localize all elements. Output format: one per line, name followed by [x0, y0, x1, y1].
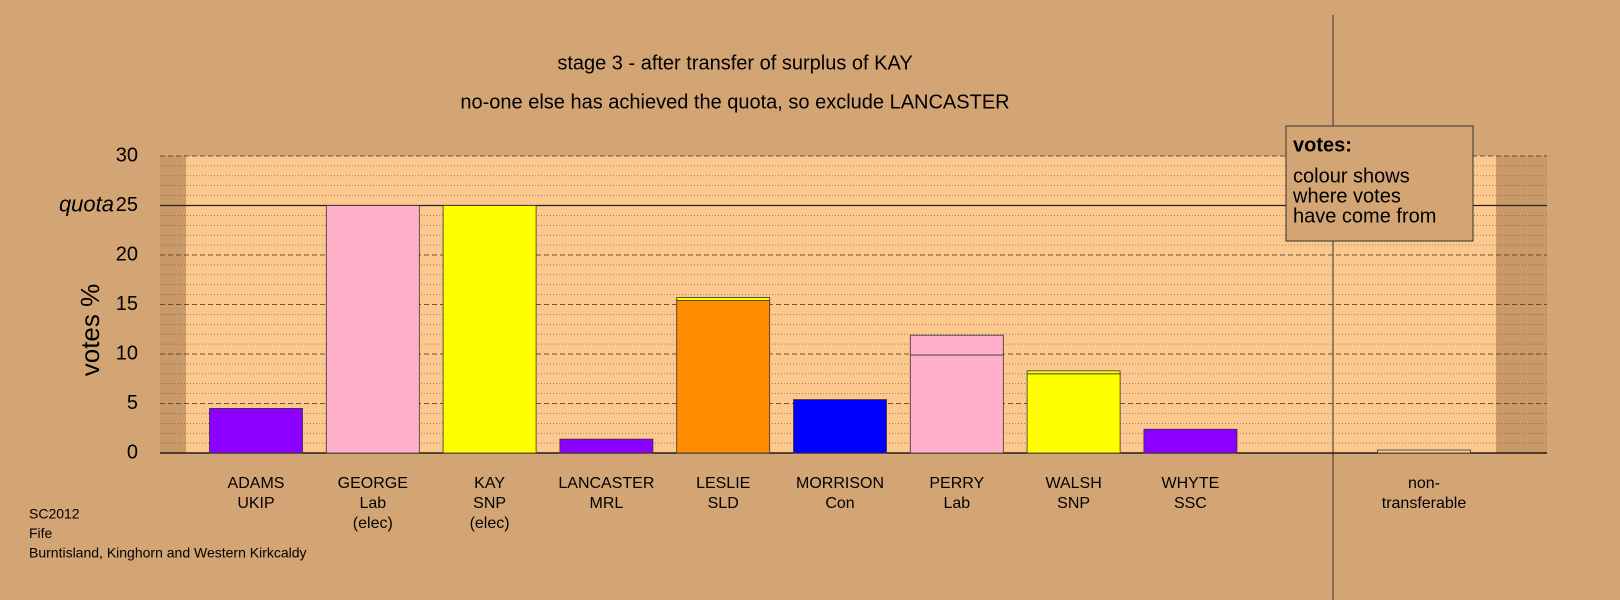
bar-segment	[676, 297, 771, 301]
x-tick-label: MRL	[590, 495, 624, 512]
x-tick-label: LESLIE	[696, 475, 750, 492]
bar-segment	[676, 300, 771, 454]
x-tick-label: Con	[825, 495, 854, 512]
bar-segment	[559, 438, 654, 454]
bar-segment	[325, 205, 420, 454]
x-tick-label: WALSH	[1045, 475, 1101, 492]
bar-segment	[909, 334, 1004, 356]
footer-line: SC2012	[29, 506, 80, 522]
y-tick-label: 20	[116, 243, 138, 265]
x-tick-label: ADAMS	[228, 475, 285, 492]
x-tick-label: SNP	[1057, 495, 1090, 512]
x-tick-label: (elec)	[470, 515, 510, 532]
x-tick-label: SSC	[1174, 495, 1207, 512]
bar-segment	[1377, 449, 1471, 454]
bar-segment	[442, 205, 537, 454]
note-title: votes:	[1293, 134, 1352, 156]
x-tick-label: transferable	[1382, 495, 1467, 512]
x-tick-label: non-	[1408, 475, 1440, 492]
bar-segment	[793, 399, 887, 454]
note-line: colour shows	[1293, 165, 1410, 187]
bar-segment	[1026, 370, 1121, 375]
footer-line: Fife	[29, 525, 53, 541]
footer-line: Burntisland, Kinghorn and Western Kirkca…	[29, 545, 307, 561]
bar-segment	[909, 354, 1004, 454]
bar-segment	[209, 408, 303, 454]
chart-title: stage 3 - after transfer of surplus of K…	[557, 52, 912, 74]
note-line: where votes	[1292, 185, 1401, 207]
x-tick-label: UKIP	[237, 495, 274, 512]
y-tick-label: 5	[127, 392, 138, 414]
y-axis-label: votes %	[75, 284, 105, 377]
y-tick-label: 10	[116, 342, 138, 364]
x-tick-label: Lab	[943, 495, 970, 512]
note-line: have come from	[1293, 205, 1436, 227]
note-box	[1285, 125, 1474, 242]
x-tick-label: Lab	[359, 495, 386, 512]
bar-segment	[1026, 373, 1121, 454]
bar-segment	[1143, 428, 1238, 454]
y-tick-label: 30	[116, 144, 138, 166]
x-tick-label: LANCASTER	[558, 475, 654, 492]
y-tick-label: 15	[116, 293, 138, 315]
x-tick-label: (elec)	[353, 515, 393, 532]
x-tick-label: WHYTE	[1162, 475, 1220, 492]
x-tick-label: MORRISON	[796, 475, 884, 492]
x-tick-label: SLD	[708, 495, 739, 512]
y-tick-label: 0	[127, 441, 138, 463]
y-tick-label: 25	[116, 194, 138, 216]
x-tick-label: PERRY	[929, 475, 984, 492]
chart-subtitle: no-one else has achieved the quota, so e…	[460, 91, 1009, 113]
x-tick-label: KAY	[474, 475, 505, 492]
x-tick-label: SNP	[473, 495, 506, 512]
x-tick-label: GEORGE	[338, 475, 408, 492]
quota-label: quota	[59, 191, 114, 216]
